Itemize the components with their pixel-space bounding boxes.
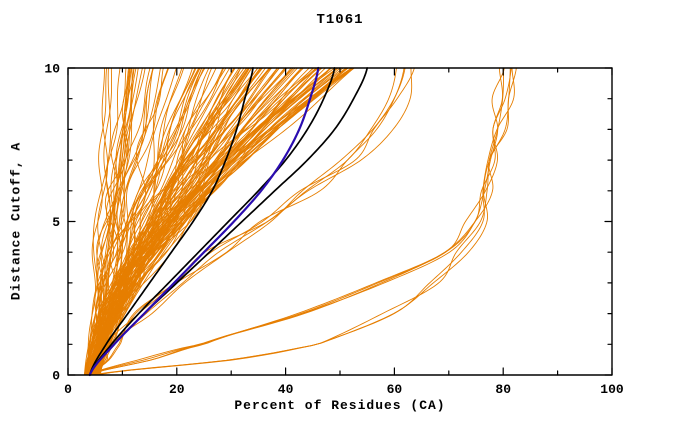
- x-axis-label: Percent of Residues (CA): [234, 398, 446, 413]
- y-axis-label-text: Distance Cutoff, A: [8, 141, 24, 301]
- chart-title: T1061: [316, 12, 364, 28]
